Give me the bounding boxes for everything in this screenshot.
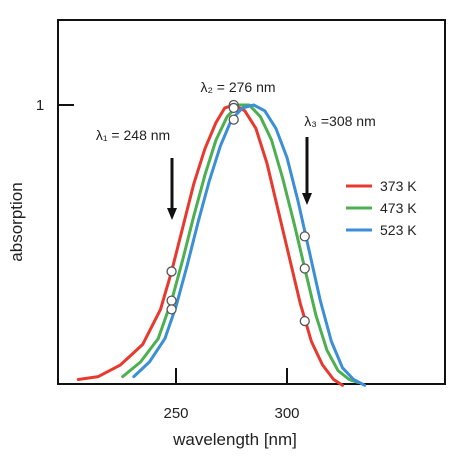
data-marker bbox=[299, 315, 310, 327]
y-axis-title: absorption bbox=[7, 182, 26, 261]
data-marker bbox=[299, 263, 310, 274]
legend-label-1: 373 K bbox=[380, 178, 417, 194]
x-tick-label: 250 bbox=[163, 405, 188, 422]
x-axis: 250 300 bbox=[163, 368, 300, 422]
series-line-1 bbox=[76, 103, 344, 387]
series-line-2 bbox=[121, 103, 360, 384]
annotation-label-2: λ₂ = 276 nm bbox=[200, 79, 275, 95]
plot-frame bbox=[57, 19, 446, 385]
annotation-arrow-head bbox=[167, 208, 177, 220]
data-marker bbox=[228, 102, 239, 114]
data-marker bbox=[228, 114, 239, 125]
data-marker bbox=[299, 231, 310, 242]
legend-label-3: 523 K bbox=[380, 222, 417, 238]
y-axis: 1 bbox=[36, 97, 74, 114]
data-marker bbox=[166, 266, 177, 277]
data-marker bbox=[166, 304, 177, 315]
data-marker bbox=[166, 295, 177, 306]
x-axis-title: wavelength [nm] bbox=[172, 430, 297, 449]
legend: 373 K 473 K 523 K bbox=[346, 178, 417, 238]
annotation-arrow-head bbox=[302, 193, 312, 205]
x-tick-label: 300 bbox=[274, 405, 299, 422]
annotation-label-1: λ₁ = 248 nm bbox=[96, 127, 170, 143]
data-markers bbox=[166, 99, 310, 327]
y-tick-label: 1 bbox=[36, 97, 44, 114]
legend-label-2: 473 K bbox=[380, 200, 417, 216]
annotation-label-3: λ₃ =308 nm bbox=[304, 113, 375, 129]
annotations: λ₁ = 248 nm λ₂ = 276 nm λ₃ =308 nm bbox=[96, 79, 376, 220]
series-lines bbox=[76, 103, 367, 387]
series-line-3 bbox=[132, 103, 367, 387]
